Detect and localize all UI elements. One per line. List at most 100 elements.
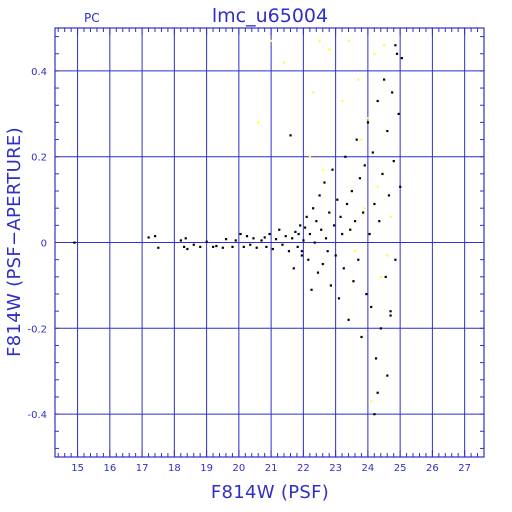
data-point (297, 232, 300, 236)
data-point (307, 258, 310, 261)
data-point (360, 335, 363, 339)
data-point (357, 258, 360, 261)
data-point (316, 271, 320, 274)
data-point (360, 138, 363, 141)
data-point (268, 232, 271, 236)
data-point (394, 258, 397, 261)
data-point (257, 121, 260, 124)
data-point (345, 202, 349, 206)
data-point (147, 236, 150, 239)
data-point (350, 190, 353, 193)
data-point (366, 121, 370, 124)
data-point (341, 232, 344, 236)
data-point (300, 254, 303, 257)
data-point (326, 250, 329, 253)
data-point (179, 239, 182, 242)
data-point (366, 117, 370, 120)
x-tick-label: 23 (329, 463, 342, 474)
data-point (299, 224, 302, 227)
data-point (263, 236, 266, 239)
data-point (310, 288, 313, 291)
data-point (341, 99, 344, 103)
y-tick-label: -0.2 (27, 324, 47, 335)
data-point (347, 318, 350, 321)
data-point (349, 228, 352, 231)
data-point (192, 243, 195, 246)
camera-label: PC (84, 11, 100, 25)
data-point (389, 215, 392, 218)
data-point (312, 207, 315, 210)
x-tick-label: 16 (103, 463, 116, 474)
data-point (331, 168, 334, 171)
data-point (315, 220, 318, 223)
data-point (294, 230, 297, 233)
data-point (323, 181, 326, 184)
data-point (271, 247, 274, 251)
data-point (184, 237, 187, 240)
data-point (199, 245, 202, 248)
data-point (379, 327, 382, 330)
data-point (352, 280, 355, 283)
data-point (281, 243, 284, 246)
data-point (376, 391, 379, 394)
data-point (389, 310, 392, 313)
data-point (357, 78, 360, 81)
data-point (291, 237, 294, 240)
data-point (384, 275, 387, 279)
data-point (353, 250, 357, 253)
x-tick-label: 22 (297, 463, 310, 474)
minor-ticks (55, 28, 485, 457)
data-point (278, 228, 281, 231)
data-point (389, 314, 392, 317)
data-point (386, 374, 389, 377)
data-point (387, 194, 391, 197)
x-tick-label: 17 (136, 463, 149, 474)
data-point (324, 237, 328, 240)
data-point (347, 39, 350, 43)
data-point (379, 275, 382, 279)
x-tick-label: 20 (232, 463, 245, 474)
data-point (370, 305, 373, 309)
data-point (270, 39, 273, 43)
data-point (400, 57, 403, 60)
data-point (355, 138, 358, 141)
data-point (333, 224, 336, 227)
data-point (371, 151, 374, 154)
data-point (255, 246, 258, 249)
data-point (289, 134, 292, 137)
data-point (321, 168, 324, 171)
data-point (342, 267, 345, 270)
data-point (394, 44, 397, 47)
data-point (376, 99, 379, 103)
data-point (376, 185, 379, 188)
data-point (337, 297, 341, 300)
data-point (383, 44, 386, 47)
data-point (370, 400, 373, 403)
x-tick-label: 27 (458, 463, 471, 474)
data-points (73, 39, 403, 416)
data-point (339, 215, 342, 218)
data-point (239, 232, 242, 236)
data-point (73, 241, 76, 244)
data-point (386, 129, 389, 133)
data-point (318, 194, 321, 197)
data-point (283, 61, 286, 64)
data-point (231, 245, 234, 248)
x-tick-label: 25 (394, 463, 407, 474)
data-point (287, 250, 291, 253)
data-point (242, 245, 245, 248)
data-point (368, 232, 371, 236)
data-point (303, 226, 307, 229)
data-point (215, 244, 218, 248)
data-point (308, 232, 312, 236)
chart-title: lmc_u65004 (212, 5, 328, 27)
data-point (363, 207, 366, 210)
data-point (344, 155, 347, 158)
data-point (362, 211, 365, 214)
data-point (320, 228, 323, 231)
data-point (399, 185, 402, 188)
data-point (300, 250, 303, 253)
x-tick-label: 26 (426, 463, 439, 474)
